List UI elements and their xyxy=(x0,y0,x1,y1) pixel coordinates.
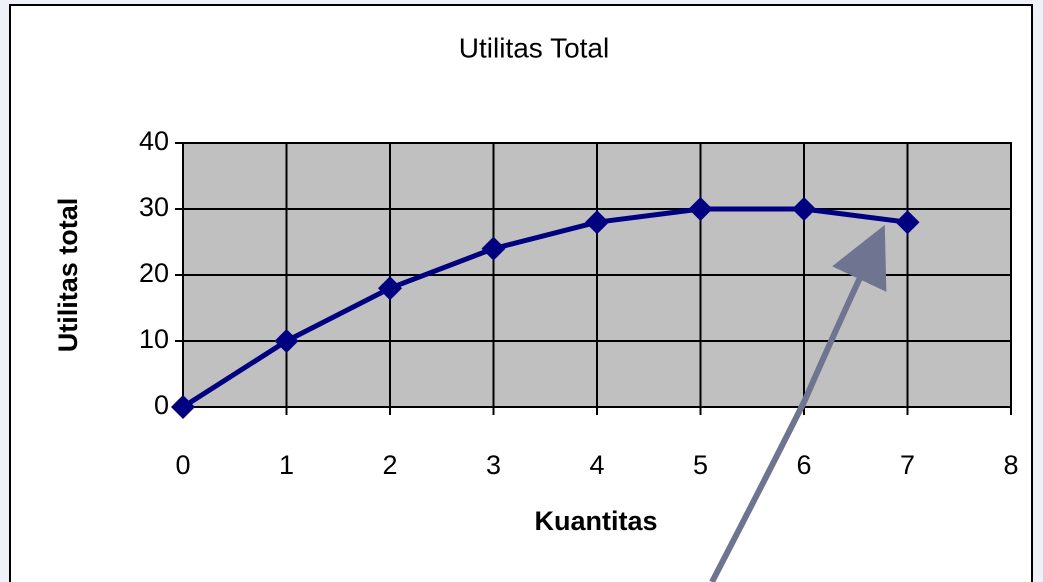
marker xyxy=(274,329,299,353)
marker xyxy=(688,197,713,221)
marker xyxy=(895,210,920,235)
x-tick-label: 0 xyxy=(175,450,190,480)
marker xyxy=(481,236,506,261)
marker xyxy=(792,197,816,221)
y-tick-label: 0 xyxy=(154,390,169,420)
y-axis-label: Utilitas total xyxy=(53,198,83,353)
y-tick-label: 30 xyxy=(139,192,169,222)
plot-border xyxy=(182,142,1012,408)
x-tick-label: 3 xyxy=(486,450,501,480)
y-tick-label: 10 xyxy=(139,324,169,354)
x-tick-label: 4 xyxy=(589,450,604,480)
line xyxy=(181,206,908,410)
x-tick-label: 7 xyxy=(900,450,915,480)
annotation-arrow xyxy=(709,224,887,582)
x-tick-label: 8 xyxy=(1003,450,1018,480)
marker xyxy=(585,210,609,235)
marker xyxy=(378,276,402,301)
x-axis-label: Kuantitas xyxy=(534,506,657,536)
x-tick-label: 1 xyxy=(279,450,294,480)
x-tick-label: 2 xyxy=(382,450,397,480)
y-tick-label: 40 xyxy=(139,126,169,156)
chart-title: Utilitas Total xyxy=(459,32,609,63)
x-tick-label: 6 xyxy=(796,450,811,480)
marker xyxy=(171,395,195,419)
y-tick-label: 20 xyxy=(139,258,169,288)
x-tick-label: 5 xyxy=(693,450,708,480)
